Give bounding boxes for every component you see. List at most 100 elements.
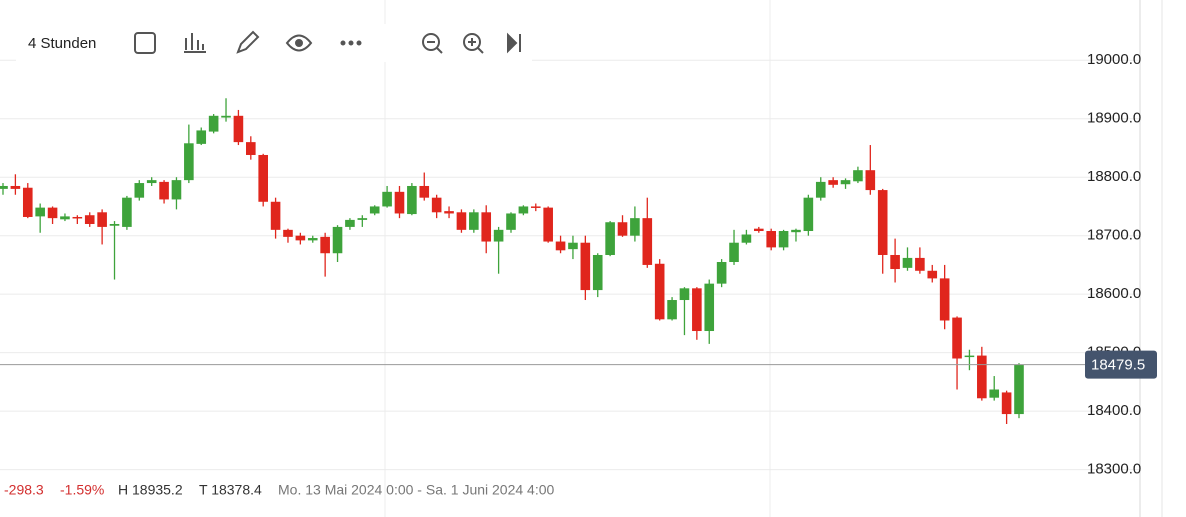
candle-body	[952, 317, 962, 359]
candle-body	[407, 185, 417, 215]
candle-body	[754, 228, 764, 232]
candle-body	[233, 115, 244, 143]
candle-body	[345, 219, 355, 227]
scroll-end-icon[interactable]	[507, 32, 518, 54]
candle-body	[493, 229, 504, 242]
high: H 18935.2	[118, 482, 183, 498]
candle-body	[382, 191, 392, 207]
candle-body	[716, 262, 727, 284]
candle-body	[469, 212, 479, 230]
candle-body	[1001, 392, 1012, 415]
y-tick-label: 19000.0	[1087, 51, 1141, 68]
candle-body	[246, 142, 256, 155]
candle-body	[196, 130, 207, 144]
candle-body	[208, 115, 219, 132]
candle-body	[295, 235, 306, 241]
candle-body	[617, 222, 628, 236]
candle-body	[184, 143, 194, 181]
candle-body	[146, 180, 157, 184]
candle-body	[964, 355, 975, 358]
candle-body	[679, 288, 690, 301]
candle-body	[97, 212, 107, 227]
y-tick-label: 18300.0	[1087, 461, 1141, 478]
candle-body	[803, 197, 814, 232]
candle-body	[22, 187, 33, 217]
candle-body	[815, 181, 826, 198]
candle-body	[332, 226, 343, 254]
candle-body	[890, 254, 900, 270]
candle-body	[853, 170, 863, 182]
candle-body	[580, 242, 591, 291]
candle-body	[592, 254, 603, 291]
candle-body	[865, 170, 876, 191]
candle-body	[506, 213, 516, 230]
candle-body	[159, 181, 169, 200]
candle-body	[122, 197, 132, 227]
candle-body	[642, 218, 653, 265]
candle-body	[307, 238, 318, 241]
low: T 18378.4	[199, 482, 262, 498]
candles	[0, 98, 1085, 425]
candle-body	[419, 185, 430, 198]
candle-body	[481, 212, 492, 242]
candle-body	[394, 191, 405, 214]
candle-body	[530, 206, 541, 208]
candle-body	[134, 183, 145, 198]
candle-body	[10, 185, 21, 189]
candle-body	[828, 180, 838, 185]
candle-body	[369, 206, 380, 214]
candle-body	[729, 242, 739, 263]
candle-body	[692, 288, 702, 332]
candle-body	[72, 216, 83, 219]
y-tick-label: 18400.0	[1087, 402, 1141, 419]
candle-body	[431, 197, 442, 213]
y-tick-label: 18600.0	[1087, 285, 1141, 302]
candle-body	[741, 234, 752, 243]
candle-body	[518, 206, 529, 214]
interval-button[interactable]: 4 Stunden	[28, 35, 96, 52]
last-price-label: 18479.5	[1091, 357, 1145, 374]
candle-body	[444, 211, 454, 214]
candle-body	[258, 154, 268, 202]
candle-body	[605, 222, 615, 255]
y-tick-label: 18900.0	[1087, 110, 1141, 127]
y-axis: 18300.018400.018500.018600.018700.018800…	[1085, 51, 1157, 478]
candle-body	[283, 229, 293, 237]
indicator-icon[interactable]	[134, 32, 156, 54]
change-pct: -1.59%	[60, 482, 104, 498]
candle-body	[35, 207, 45, 217]
candle-body	[270, 201, 281, 230]
candle-body	[766, 231, 776, 248]
grid	[0, 59, 1140, 471]
zoom-out-icon[interactable]	[422, 33, 440, 51]
view-icon[interactable]	[285, 34, 313, 52]
candle-body	[47, 207, 58, 219]
candle-body	[791, 229, 801, 233]
y-tick-label: 18800.0	[1087, 168, 1141, 185]
draw-icon[interactable]	[236, 30, 260, 54]
candle-body	[1014, 364, 1024, 415]
candle-body	[989, 389, 1000, 398]
date-range: Mo. 13 Mai 2024 0:00 - Sa. 1 Juni 2024 4…	[278, 482, 555, 498]
candle-body	[939, 278, 950, 321]
candle-body	[171, 180, 182, 200]
candle-body	[221, 115, 231, 118]
toolbar	[16, 24, 532, 62]
candle-body	[320, 236, 330, 254]
zoom-in-icon[interactable]	[463, 33, 481, 51]
candle-body	[877, 190, 888, 255]
last-price-tag	[1085, 350, 1157, 379]
candle-body	[555, 241, 566, 251]
candle-body	[915, 257, 925, 271]
candle-body	[109, 223, 120, 226]
candle-body	[654, 263, 665, 320]
candle-body	[0, 185, 8, 189]
candle-body	[357, 218, 368, 220]
candle-body	[84, 215, 95, 224]
candle-body	[667, 300, 677, 320]
candle-body	[927, 270, 938, 279]
candle-body	[778, 231, 789, 248]
chart-type-icon[interactable]	[184, 33, 206, 53]
